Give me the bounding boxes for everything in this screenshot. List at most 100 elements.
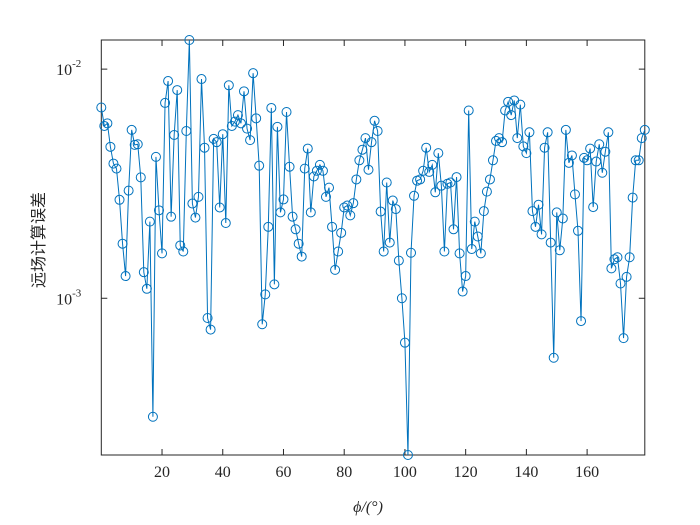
data-point [217,129,228,140]
data-point [409,190,420,201]
x-tick-label: 100 [393,464,417,481]
data-point [339,202,350,213]
data-point [120,271,131,282]
data-point [624,252,635,263]
data-point [111,163,122,174]
data-point [363,164,374,175]
data-point [208,133,219,144]
data-point [563,157,574,168]
data-point [354,155,365,166]
data-point [166,211,177,222]
data-point [284,161,295,172]
x-tick-label: 20 [154,464,170,481]
data-point [141,283,152,294]
data-point [138,267,149,278]
data-point [181,125,192,136]
data-point [491,135,502,146]
data-point [415,174,426,185]
data-point [597,167,608,178]
data-point [144,216,155,227]
data-point [251,113,262,124]
data-point [402,450,413,460]
data-point [317,165,328,176]
data-point [451,172,462,183]
data-point [351,174,362,185]
data-point [579,152,590,163]
data-point [484,174,495,185]
data-point [157,248,168,259]
data-point [132,139,143,150]
data-point [454,248,465,259]
data-point [600,146,611,157]
data-point [588,202,599,213]
data-point [612,252,623,263]
data-point [424,166,435,177]
data-point [336,227,347,238]
data-point [436,180,447,191]
data-point [512,133,523,144]
data-point [290,224,301,235]
data-point [348,198,359,209]
data-point [175,240,186,251]
data-point [314,159,325,170]
data-point [302,143,313,154]
data-point [293,238,304,249]
data-point [275,207,286,218]
data-point [333,246,344,257]
data-point [366,137,377,148]
data-point [445,177,456,188]
data-point [229,116,240,127]
data-point [193,191,204,202]
data-point [615,278,626,289]
data-point [463,105,474,116]
data-point [530,221,541,232]
data-point [381,177,392,188]
y-axis-label: 远场计算误差 [29,192,48,288]
data-point [357,144,368,155]
data-point [472,231,483,242]
data-point [536,229,547,240]
data-point [163,76,174,87]
data-point [430,187,441,198]
y-tick-label: 10-3 [56,287,82,308]
data-point [257,319,268,330]
data-point [305,207,316,218]
data-point [372,125,383,136]
data-point [469,216,480,227]
data-point [147,411,158,422]
data-point [311,165,322,176]
data-point [518,141,529,152]
data-point [566,150,577,161]
x-tick-label: 80 [336,464,352,481]
data-point [399,337,410,348]
data-point [457,286,468,297]
data-point [633,155,644,166]
data-point [378,246,389,257]
data-point [427,159,438,170]
plot-frame [100,39,646,456]
data-point [99,120,110,131]
x-tick-label: 40 [215,464,231,481]
data-point [239,86,250,97]
data-point [551,207,562,218]
data-point [487,155,498,166]
data-point [433,148,444,159]
data-point [545,237,556,248]
data-point [296,251,307,262]
data-point [117,238,128,249]
data-point [214,202,225,213]
data-point [627,192,638,203]
data-point [576,316,587,327]
data-point [345,210,356,221]
data-point [369,115,380,126]
data-point [105,141,116,152]
data-point [196,74,207,85]
data-point [123,185,134,196]
data-point [245,135,256,146]
data-point [387,195,398,206]
data-point [178,246,189,257]
data-point [591,156,602,167]
data-point [278,194,289,205]
data-point [320,191,331,202]
